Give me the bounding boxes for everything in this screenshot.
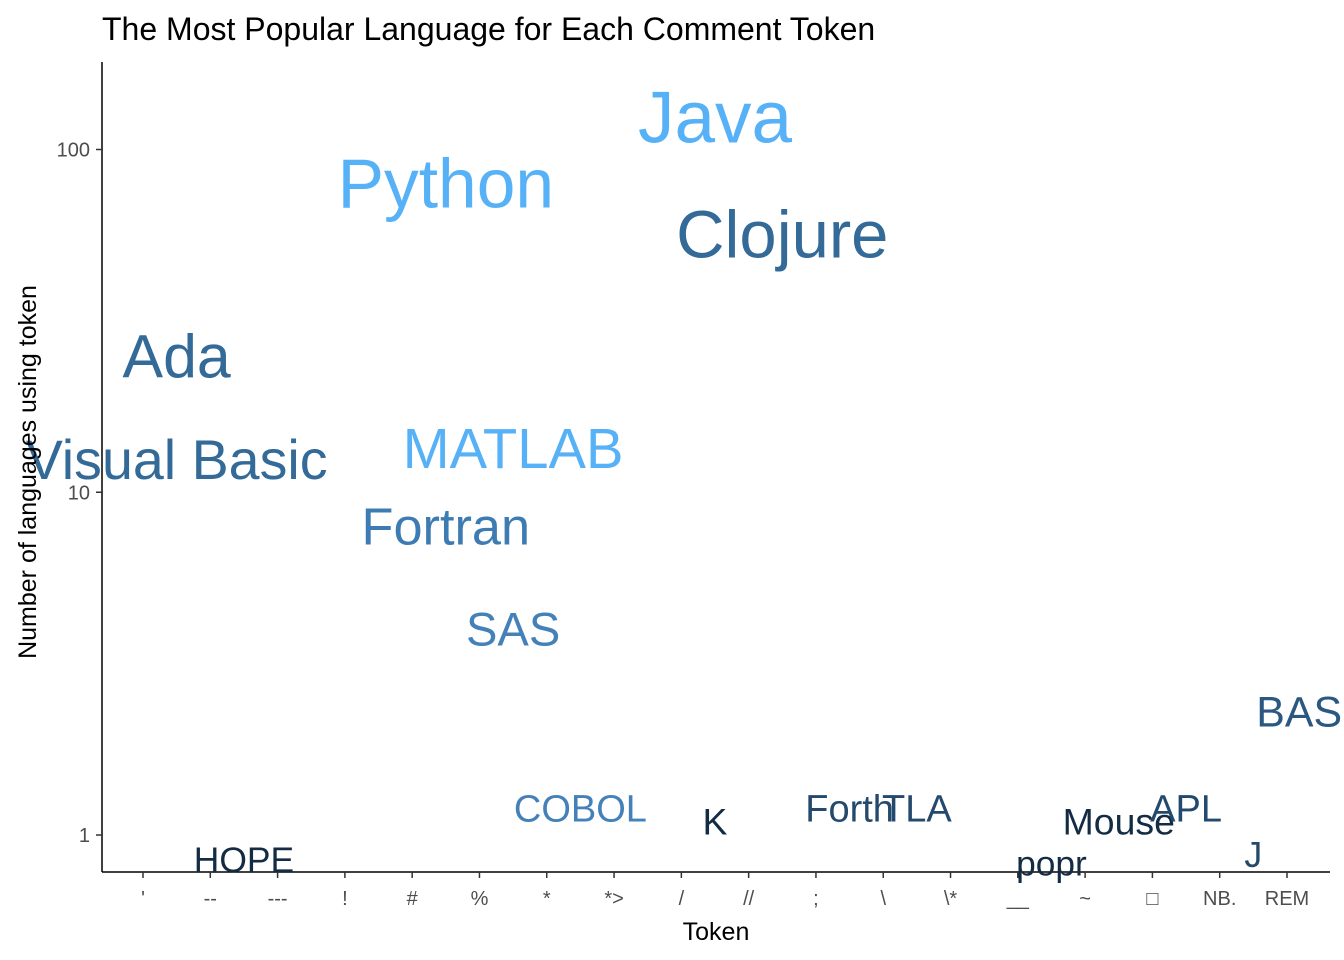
point-label: Clojure [676,197,888,272]
y-axis-title: Number of languages using token [14,285,42,659]
point-label: APL [1150,789,1222,831]
x-tick-label: ; [813,888,819,910]
point-label: SAS [466,603,560,656]
point-label: TLA [882,789,952,831]
x-tick-label: / [679,888,685,910]
x-tick-label: // [743,888,755,910]
point-label: Python [338,145,554,223]
y-tick-label: 100 [57,139,90,161]
point-label: BASIC [1256,688,1344,736]
x-tick-label: __ [1006,888,1030,910]
point-label: Ada [123,323,231,391]
x-tick-label: -- [204,888,217,910]
x-tick-label: *> [604,888,623,910]
point-label: COBOL [514,789,647,831]
point-label: K [703,800,728,842]
point-label: Mouse [1063,800,1175,842]
point-label: J [1244,835,1262,875]
x-tick-label: --- [268,888,288,910]
point-label: Forth [805,789,894,831]
x-tick-label: NB. [1203,888,1236,910]
point-label: Java [638,78,792,159]
x-tick-label: □ [1146,888,1158,910]
x-tick-label: # [407,888,419,910]
y-tick-label: 1 [79,825,90,847]
x-tick-label: ' [141,888,145,910]
x-axis-title: Token [683,918,750,946]
point-label: MATLAB [403,417,624,480]
point-label: HOPE [194,840,294,880]
x-tick-label: ~ [1079,888,1091,910]
point-label: Visual Basic [26,429,328,491]
chart-title: The Most Popular Language for Each Comme… [102,11,875,47]
x-tick-label: \* [944,888,958,910]
x-tick-label: * [543,888,551,910]
point-label: Fortran [362,498,531,556]
x-tick-label: % [471,888,489,910]
x-tick-label: \ [880,888,886,910]
x-tick-label: REM [1265,888,1309,910]
y-tick-label: 10 [68,482,90,504]
x-tick-label: ! [342,888,348,910]
point-label: popr [1016,844,1087,883]
